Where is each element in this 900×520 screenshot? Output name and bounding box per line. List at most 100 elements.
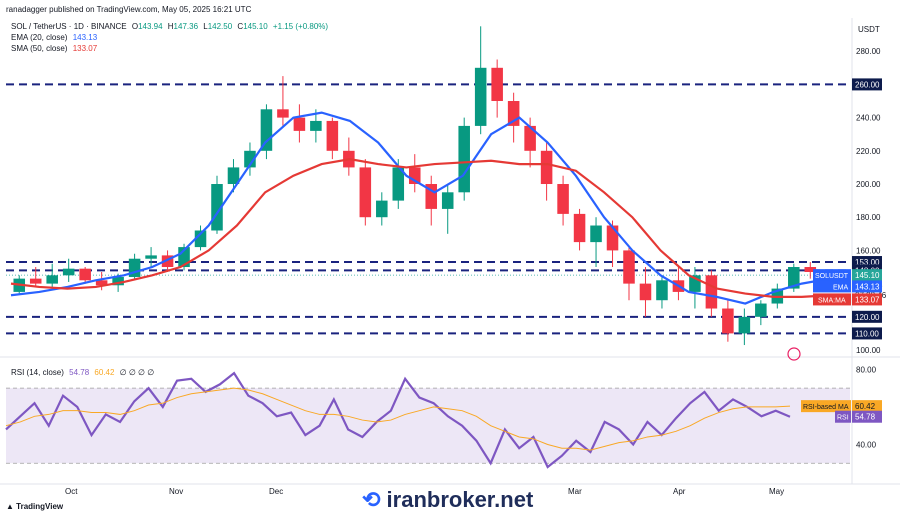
candle-body [557, 184, 569, 214]
level-tag-label: 120.00 [855, 313, 880, 322]
price-tick-label: 280.00 [856, 47, 881, 56]
currency-label: USDT [858, 25, 880, 34]
candle-body [441, 192, 454, 209]
candle-body [639, 283, 652, 301]
published-line: ranadagger published on TradingView.com,… [6, 5, 252, 14]
ohlc-l: 142.50 [207, 22, 233, 31]
price-tag-symbol-bg [813, 269, 851, 282]
rsi-tag-label-bg [801, 400, 851, 413]
rsi-tick-label: 80.00 [856, 365, 877, 374]
ema-line [10, 111, 831, 305]
candle-body [128, 258, 141, 277]
time-tick-label: Mar [568, 487, 582, 496]
ema-tag-value-bg [852, 280, 882, 293]
ema-legend[interactable]: EMA (20, close) 143.13 [11, 33, 97, 42]
ohlc-o: 143.94 [138, 22, 163, 31]
time-tick-label: May [769, 487, 784, 496]
time-tick-label: Oct [65, 487, 78, 496]
sma-legend[interactable]: SMA (50, close) 133.07 [11, 44, 97, 53]
candle-body [194, 230, 207, 248]
ohlc-l-label: L [203, 22, 208, 31]
candle-body [540, 150, 553, 185]
candle-body [326, 120, 339, 151]
candle-body [359, 167, 372, 218]
rsi-line [5, 371, 791, 469]
rsi-tag-value-bg [852, 400, 882, 413]
candle-body [425, 184, 438, 209]
ohlc-h: 147.36 [173, 22, 199, 31]
candle-body [244, 150, 256, 168]
rsi-legend-value: 54.78 [69, 368, 90, 377]
price-tag-value: 145.10 [855, 271, 880, 280]
candle-body [79, 268, 91, 281]
price-tick-label: 220.00 [856, 147, 881, 156]
sma-line [10, 157, 831, 298]
candle-body [392, 167, 405, 201]
candle-body [62, 268, 75, 276]
price-tick-label: 200.00 [856, 180, 881, 189]
candle-body [524, 125, 536, 151]
ema-legend-value: 143.13 [72, 33, 98, 42]
candle-body [788, 267, 800, 289]
level-tag-bg [852, 78, 882, 91]
candle-body [491, 67, 503, 102]
ema-tag-label-bg [813, 280, 851, 293]
tradingview-logo[interactable]: ▲ TradingView [6, 502, 63, 511]
ema-tag-label: EMA [833, 284, 849, 291]
time-tick-label: Apr [673, 487, 686, 496]
rsi-tag-label: RSI [837, 415, 849, 422]
alert-icon [787, 347, 801, 361]
sma-legend-value: 133.07 [72, 44, 98, 53]
candle-body [573, 213, 586, 243]
price-tick-label: 160.00 [856, 246, 881, 255]
time-tick-label: Dec [269, 487, 283, 496]
candle-body [458, 125, 470, 193]
candle-body [722, 308, 734, 334]
level-tag-label: 260.00 [855, 80, 880, 89]
sma-tag-value-bg [852, 293, 882, 306]
price-tag-value-bg [852, 269, 882, 282]
candle-body [277, 109, 289, 118]
candle-body [376, 200, 388, 218]
price-tick-label: 180.00 [856, 213, 881, 222]
level-tag-bg [852, 310, 882, 323]
ohlc-o-label: O [131, 22, 139, 31]
rsi-tag-value: 60.42 [855, 402, 876, 411]
rsi-legend-extra: ∅ ∅ ∅ ∅ [119, 368, 155, 377]
candle-body [211, 184, 223, 231]
candle-body [689, 275, 701, 292]
candle-body [227, 167, 240, 185]
sma-tag-value: 133.07 [855, 295, 880, 304]
price-tag-symbol: SOLUSDT [815, 273, 849, 280]
sma-legend-label: SMA (50, close) [11, 44, 68, 53]
level-tag-label: 110.00 [855, 329, 879, 338]
tradingview-logo-text: TradingView [16, 502, 64, 511]
rsi-ma-line [5, 387, 791, 451]
candle-body [178, 247, 190, 268]
candle-body [507, 101, 520, 126]
rsi-tag-label-bg [835, 410, 851, 423]
price-tick-label: 100.00 [856, 346, 881, 355]
rsi-legend[interactable]: RSI (14, close) 54.78 60.42 ∅ ∅ ∅ ∅ [11, 368, 154, 377]
rsi-tag-label: RSI-based MA [803, 404, 849, 411]
candle-body [29, 278, 42, 284]
ohlc-c: 145.10 [243, 22, 268, 31]
ema-tag-value: 143.13 [855, 282, 880, 291]
candle-body [161, 255, 174, 268]
candle-body [738, 316, 751, 334]
rsi-tag-value: 54.78 [855, 413, 876, 422]
symbol-legend[interactable]: SOL / TetherUS · 1D · BINANCE O143.94 H1… [11, 22, 328, 31]
candle-body [293, 117, 306, 131]
candle-body [46, 275, 58, 284]
candle-body [656, 280, 668, 301]
candle-body [705, 275, 718, 309]
candle-body [804, 267, 817, 272]
level-tag-bg [852, 327, 882, 340]
rsi-tag-value-bg [852, 410, 882, 423]
sma-tag-label: SMA:MA [818, 297, 846, 304]
candle-body [590, 225, 602, 243]
candle-body [112, 276, 124, 286]
candle-body [623, 250, 635, 284]
candle-body [408, 167, 421, 185]
